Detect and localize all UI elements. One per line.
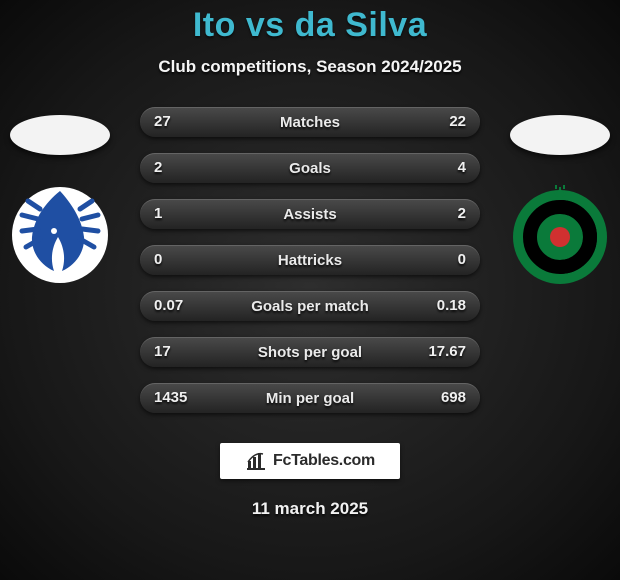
row-value-right: 2 [444,199,480,229]
row-label: Goals per match [251,298,369,315]
row-value-right: 0.18 [423,291,480,321]
team-right-crest [510,185,610,285]
row-matches: 27 Matches 22 [140,107,480,137]
player-left-avatar [10,115,110,155]
brand-badge: FcTables.com [220,443,400,479]
row-goals-per-match: 0.07 Goals per match 0.18 [140,291,480,321]
row-label: Assists [283,206,336,223]
team-left-crest [10,185,110,285]
row-assists: 1 Assists 2 [140,199,480,229]
row-value-left: 2 [140,153,176,183]
row-value-right: 22 [435,107,480,137]
row-shots-per-goal: 17 Shots per goal 17.67 [140,337,480,367]
row-label: Min per goal [266,390,354,407]
page-subtitle: Club competitions, Season 2024/2025 [0,57,620,77]
row-label: Shots per goal [258,344,362,361]
row-value-left: 1435 [140,383,201,413]
row-label: Goals [289,160,331,177]
row-min-per-goal: 1435 Min per goal 698 [140,383,480,413]
row-goals: 2 Goals 4 [140,153,480,183]
bar-chart-icon [245,451,267,471]
brand-text: FcTables.com [273,452,375,470]
row-value-left: 0.07 [140,291,197,321]
row-hattricks: 0 Hattricks 0 [140,245,480,275]
row-value-right: 0 [444,245,480,275]
indian-head-icon [10,185,110,285]
row-value-right: 17.67 [414,337,480,367]
row-label: Hattricks [278,252,342,269]
row-value-right: 4 [444,153,480,183]
stats-rows: 27 Matches 22 2 Goals 4 1 Assists 2 0 Ha… [140,105,480,413]
page-title: Ito vs da Silva [0,0,620,45]
row-label: Matches [280,114,340,131]
club-badge-icon [510,185,610,285]
player-right-avatar [510,115,610,155]
row-value-left: 17 [140,337,185,367]
row-value-right: 698 [427,383,480,413]
row-value-left: 27 [140,107,185,137]
comparison-panel: 27 Matches 22 2 Goals 4 1 Assists 2 0 Ha… [0,105,620,425]
date-text: 11 march 2025 [0,499,620,519]
row-value-left: 0 [140,245,176,275]
row-value-left: 1 [140,199,176,229]
